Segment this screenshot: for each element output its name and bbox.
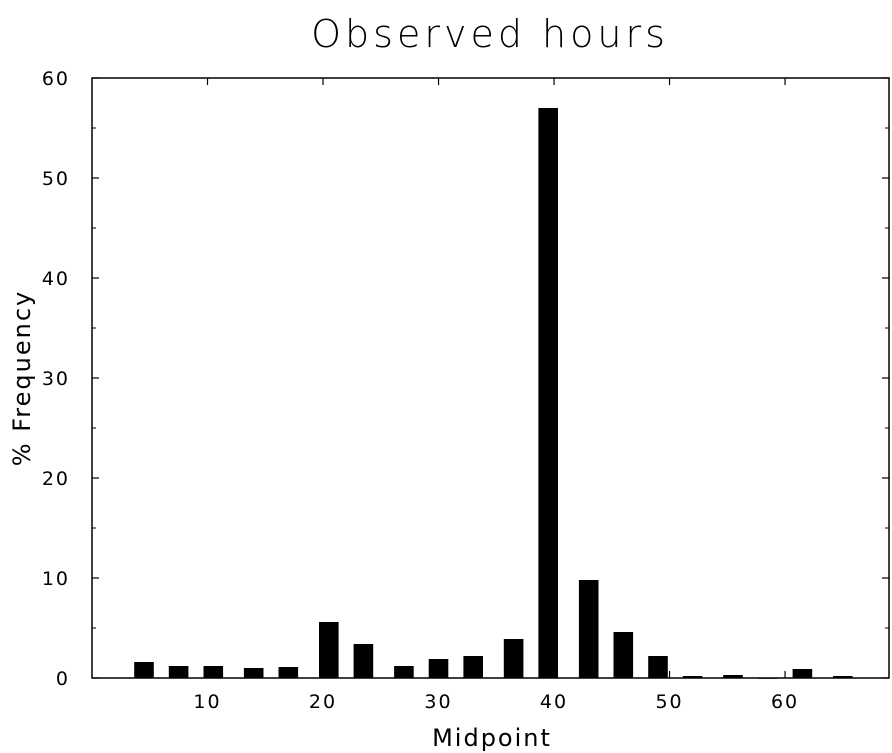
bar	[134, 662, 154, 678]
bar	[243, 668, 264, 678]
y-axis-label: % Frequency	[8, 290, 36, 466]
bar	[394, 666, 414, 678]
bar	[203, 666, 224, 678]
bar	[428, 659, 449, 678]
bar	[168, 666, 189, 678]
x-tick-label: 50	[655, 691, 683, 713]
bar	[833, 676, 853, 678]
bar	[648, 656, 668, 678]
y-tick-label: 0	[56, 668, 70, 690]
bar	[792, 669, 813, 678]
y-tick-label: 50	[42, 168, 70, 190]
bar	[278, 667, 299, 678]
bars-group	[134, 108, 853, 679]
bar	[723, 675, 743, 678]
x-tick-label: 40	[540, 691, 568, 713]
bar	[463, 656, 483, 678]
y-axis-ticks: 0 10 20 30 40 50 60	[42, 68, 889, 690]
bar	[613, 632, 634, 678]
bar	[503, 639, 524, 678]
y-tick-label: 20	[42, 468, 70, 490]
bar	[538, 108, 558, 678]
y-tick-label: 60	[42, 68, 70, 90]
x-tick-label: 10	[193, 691, 221, 713]
y-tick-label: 30	[42, 368, 70, 390]
bar	[578, 580, 599, 678]
x-tick-label: 20	[309, 691, 337, 713]
bar	[319, 622, 339, 678]
y-tick-label: 10	[42, 568, 70, 590]
x-axis-label: Midpoint	[432, 724, 552, 752]
bar	[353, 644, 374, 678]
x-axis-ticks: 10 20 30 40 50 60	[193, 78, 799, 713]
bar	[682, 676, 703, 678]
bar	[757, 678, 778, 679]
plot-frame	[91, 77, 890, 679]
x-tick-label: 30	[424, 691, 452, 713]
y-tick-label: 40	[42, 268, 70, 290]
x-tick-label: 60	[771, 691, 799, 713]
chart-title: Observed hours	[311, 12, 669, 56]
